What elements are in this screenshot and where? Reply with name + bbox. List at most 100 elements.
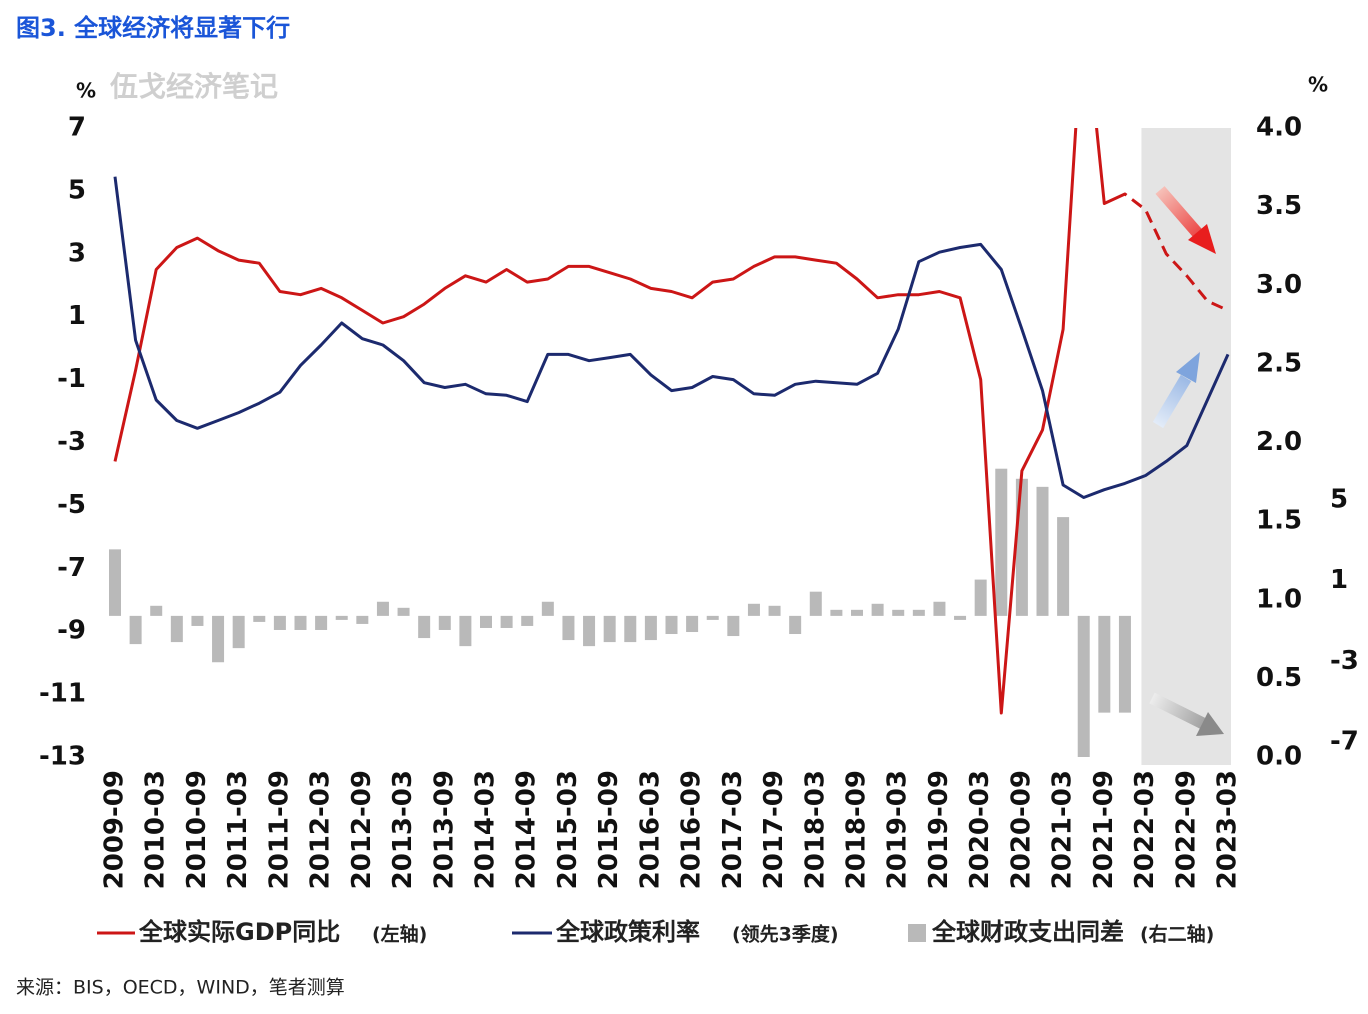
source: 来源：BIS，OECD，WIND，笔者测算 bbox=[16, 977, 345, 999]
arrow bbox=[1155, 186, 1205, 240]
bar bbox=[830, 609, 843, 616]
bar bbox=[644, 615, 657, 641]
bar bbox=[418, 615, 431, 639]
y-tick-label: -5 bbox=[57, 490, 86, 520]
bar bbox=[397, 607, 410, 616]
bar bbox=[974, 579, 987, 616]
x-tick-label: 2014-03 bbox=[471, 770, 501, 889]
bar bbox=[933, 601, 946, 616]
bar bbox=[727, 615, 740, 637]
y2-tick-label: 3.0 bbox=[1256, 270, 1302, 300]
bar bbox=[376, 601, 389, 616]
arrow bbox=[1149, 692, 1207, 730]
bar bbox=[191, 615, 204, 626]
y2-tick-label: 0.5 bbox=[1256, 663, 1302, 693]
bar bbox=[603, 615, 616, 643]
bar bbox=[809, 591, 822, 616]
bar bbox=[150, 605, 163, 616]
x-tick-label: 2021-03 bbox=[1048, 770, 1078, 889]
x-tick-label: 2022-03 bbox=[1130, 770, 1160, 889]
bar bbox=[1077, 615, 1090, 757]
x-tick-label: 2018-03 bbox=[800, 770, 830, 889]
left-unit: % bbox=[76, 79, 96, 103]
legend-label: 全球财政支出同差 bbox=[931, 918, 1124, 946]
bar bbox=[789, 615, 802, 635]
bar bbox=[253, 615, 266, 622]
y-tick-label: -7 bbox=[57, 553, 86, 583]
bar bbox=[129, 615, 142, 645]
bar bbox=[747, 603, 760, 616]
bar bbox=[1118, 615, 1131, 713]
bar bbox=[851, 609, 863, 616]
legend-note: (右二轴) bbox=[1140, 923, 1214, 946]
bar bbox=[1057, 517, 1070, 616]
bar bbox=[541, 601, 554, 616]
y2-tick-label: 2.5 bbox=[1256, 348, 1302, 378]
bar bbox=[170, 615, 183, 643]
bar bbox=[562, 615, 575, 641]
y2-tick-label: 4.0 bbox=[1256, 113, 1302, 143]
x-tick-label: 2011-09 bbox=[264, 770, 294, 889]
y2-tick-label: 0.0 bbox=[1256, 742, 1302, 772]
y2-tick-label: 2.0 bbox=[1256, 427, 1302, 457]
x-tick-label: 2019-09 bbox=[924, 770, 954, 889]
bar bbox=[438, 615, 451, 630]
bar bbox=[273, 615, 286, 630]
y-tick-label: 3 bbox=[68, 238, 86, 268]
y-tick-label: -1 bbox=[57, 364, 86, 394]
arrow-head bbox=[1188, 224, 1216, 254]
bar bbox=[459, 615, 472, 647]
y-tick-label: 1 bbox=[68, 301, 86, 331]
bar bbox=[1098, 615, 1111, 713]
arrow bbox=[1152, 374, 1192, 429]
bar bbox=[500, 615, 513, 628]
bar bbox=[912, 609, 925, 616]
bar bbox=[995, 468, 1008, 616]
y-tick-label: 5 bbox=[68, 175, 86, 205]
y-tick-label: -9 bbox=[57, 616, 86, 646]
bar bbox=[232, 615, 245, 649]
bar bbox=[335, 615, 348, 620]
bar bbox=[686, 615, 699, 633]
legend-note: (左轴) bbox=[372, 923, 427, 946]
arrow-head bbox=[1196, 712, 1224, 736]
x-tick-label: 2012-09 bbox=[347, 770, 377, 889]
bar bbox=[1015, 478, 1028, 616]
y2-tick-label: 1.5 bbox=[1256, 506, 1302, 536]
bar bbox=[892, 609, 905, 616]
x-tick-label: 2010-09 bbox=[182, 770, 212, 889]
x-tick-label: 2021-09 bbox=[1089, 770, 1119, 889]
y-tick-label: -11 bbox=[39, 679, 86, 709]
x-tick-label: 2019-03 bbox=[883, 770, 913, 889]
x-tick-label: 2017-03 bbox=[718, 770, 748, 889]
x-tick-label: 2016-03 bbox=[635, 770, 665, 889]
x-tick-label: 2015-03 bbox=[553, 770, 583, 889]
x-tick-label: 2009-09 bbox=[100, 770, 130, 889]
y3-tick-label: -3 bbox=[1330, 646, 1359, 676]
x-tick-label: 2014-09 bbox=[512, 770, 542, 889]
legend-note: (领先3季度) bbox=[732, 923, 839, 946]
y2-tick-label: 1.0 bbox=[1256, 584, 1302, 614]
x-tick-label: 2018-09 bbox=[842, 770, 872, 889]
y3-tick-label: -7 bbox=[1330, 727, 1359, 757]
x-tick-label: 2016-09 bbox=[677, 770, 707, 889]
x-tick-label: 2017-09 bbox=[759, 770, 789, 889]
x-tick-label: 2023-03 bbox=[1213, 770, 1243, 889]
bar bbox=[768, 605, 781, 616]
bar bbox=[212, 615, 225, 663]
legend-label: 全球政策利率 bbox=[555, 918, 700, 946]
bar bbox=[871, 603, 884, 616]
bar bbox=[356, 615, 369, 624]
bar bbox=[480, 615, 492, 628]
x-tick-label: 2013-09 bbox=[429, 770, 459, 889]
y-tick-label: -3 bbox=[57, 427, 86, 457]
x-tick-label: 2020-09 bbox=[1006, 770, 1036, 889]
bar bbox=[954, 615, 967, 620]
bar bbox=[624, 615, 637, 643]
x-tick-label: 2010-03 bbox=[141, 770, 171, 889]
y-tick-label: -13 bbox=[39, 742, 86, 772]
line bbox=[113, 128, 1125, 715]
legend-swatch bbox=[908, 924, 926, 942]
y2-tick-label: 3.5 bbox=[1256, 191, 1302, 221]
x-tick-label: 2020-03 bbox=[965, 770, 995, 889]
